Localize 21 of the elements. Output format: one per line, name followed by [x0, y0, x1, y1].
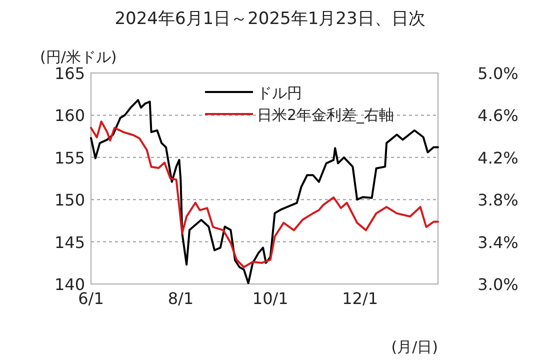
y-tick-label: 165 [54, 64, 85, 83]
x-tick-label: 12/1 [342, 289, 378, 308]
y2-tick-label: 4.2% [478, 148, 518, 168]
legend-label: ドル円 [257, 84, 302, 102]
x-tick-label: 6/1 [78, 289, 104, 308]
x-tick-label: 8/1 [168, 289, 194, 308]
y-tick-label: 160 [54, 106, 85, 126]
y-tick-label: 155 [54, 148, 85, 168]
y-tick-label: 145 [54, 232, 85, 252]
y2-tick-label: 5.0% [478, 64, 518, 83]
y-axis-title: (円/米ドル) [40, 48, 117, 66]
y2-tick-label: 3.8% [478, 190, 518, 210]
legend-label: 日米2年金利差_右軸 [257, 106, 394, 124]
line-series [90, 99, 439, 284]
chart-title: 2024年6月1日～2025年1月23日、日次 [114, 9, 426, 29]
y-tick-label: 150 [54, 190, 85, 210]
y2-tick-label: 3.0% [478, 275, 518, 294]
x-tick-label: 10/1 [252, 289, 288, 308]
y2-tick-label: 3.4% [478, 232, 518, 252]
x-axis-title: (月/日) [391, 338, 438, 356]
y2-tick-label: 4.6% [478, 106, 518, 126]
